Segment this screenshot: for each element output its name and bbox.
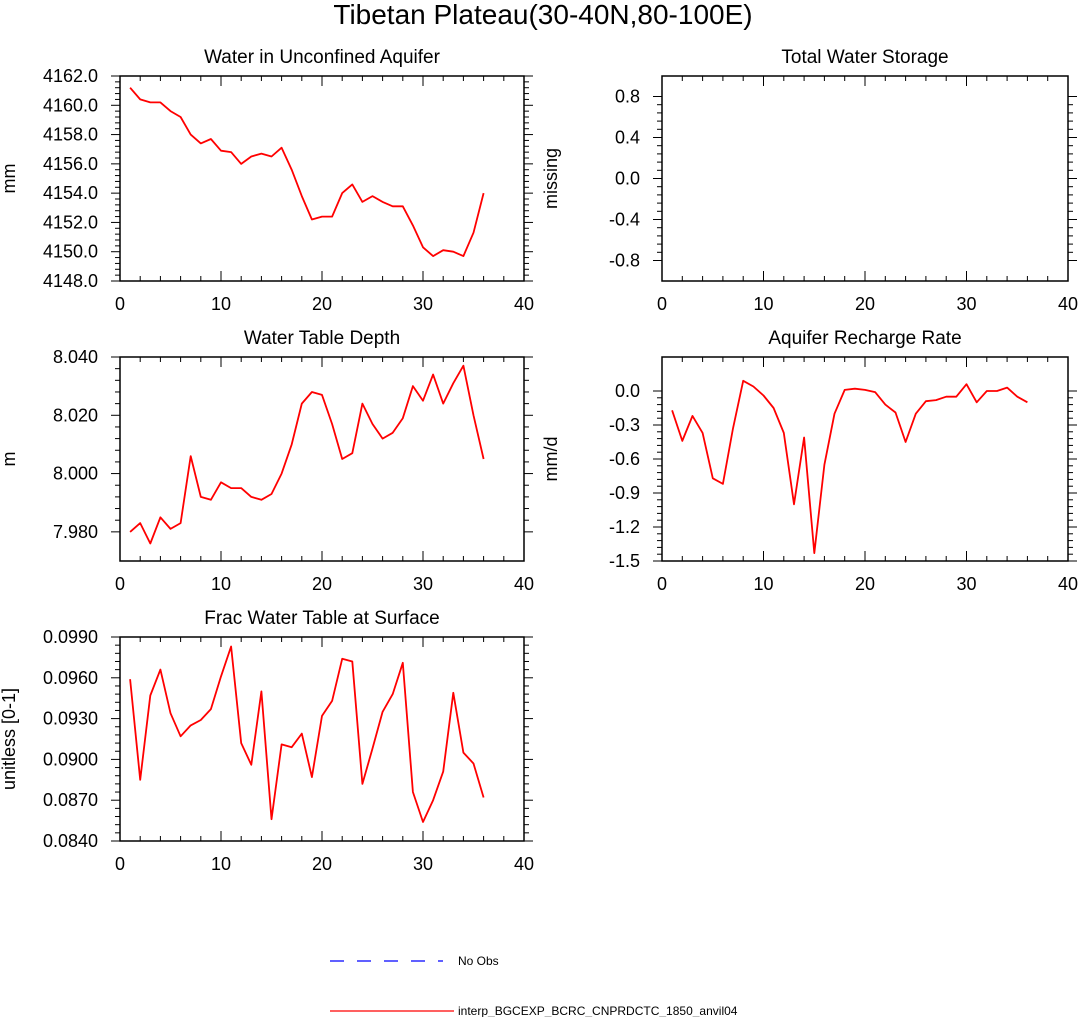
y-tick-label: -1.2: [609, 517, 640, 537]
x-tick-label: 10: [211, 854, 231, 874]
x-tick-label: 0: [657, 294, 667, 314]
chart-panel-2: Total Water Storage 0 10 20 30 40 -0.8 -0.4 0.0 0…: [541, 47, 1078, 314]
y-tick-label: 4160.0: [43, 95, 98, 115]
legend: No Obs interp_BGCEXP_BCRC_CNPRDCTC_1850_…: [330, 954, 738, 1017]
x-tick-label: 30: [413, 294, 433, 314]
y-tick-label: -0.8: [609, 251, 640, 271]
panel-title: Water Table Depth: [244, 328, 400, 349]
x-tick-label: 40: [514, 574, 534, 594]
x-tick-label: 20: [312, 854, 332, 874]
panel-title: Aquifer Recharge Rate: [768, 328, 961, 349]
chart-panel-4: Aquifer Recharge Rate 0 10 20 30 40 -1.5 -1.2 -0…: [541, 328, 1078, 594]
plot-frame: [119, 75, 525, 282]
panel-title: Frac Water Table at Surface: [204, 608, 440, 629]
y-tick-label: 0.0960: [43, 668, 98, 688]
y-tick-label: -0.4: [609, 210, 640, 230]
x-tick-label: 0: [115, 854, 125, 874]
y-tick-label: 0.0930: [43, 709, 98, 729]
figure-title: Tibetan Plateau(30-40N,80-100E): [333, 0, 752, 30]
y-tick-label: 4152.0: [43, 212, 98, 232]
chart-panel-3: Water Table Depth 0 10 20 30 40 7.980 8.000 8.02…: [0, 328, 534, 594]
y-axis-label: mm: [0, 164, 19, 194]
y-tick-label: 4148.0: [43, 271, 98, 291]
chart-panel-5: Frac Water Table at Surface 0 10 20 30 40 0.08…: [0, 608, 534, 874]
x-tick-label: 0: [657, 574, 667, 594]
x-tick-label: 0: [115, 574, 125, 594]
plot-frame: [119, 356, 525, 562]
y-tick-label: 4162.0: [43, 66, 98, 86]
y-tick-label: 0.0: [615, 381, 640, 401]
y-tick-label: -0.6: [609, 449, 640, 469]
plot-frame: [119, 636, 525, 842]
x-tick-label: 0: [115, 294, 125, 314]
y-axis-label: mm/d: [541, 437, 561, 482]
x-tick-label: 10: [753, 294, 773, 314]
y-tick-label: 0.0840: [43, 831, 98, 851]
x-tick-label: 40: [1058, 574, 1078, 594]
x-tick-label: 20: [855, 574, 875, 594]
y-tick-label: 0.0: [615, 169, 640, 189]
x-tick-label: 20: [312, 294, 332, 314]
x-tick-label: 10: [211, 294, 231, 314]
x-tick-label: 40: [514, 854, 534, 874]
y-tick-label: 0.4: [615, 128, 640, 148]
x-tick-label: 30: [956, 574, 976, 594]
y-tick-label: 4158.0: [43, 125, 98, 145]
y-axis-label: unitless [0-1]: [0, 688, 19, 790]
panels-group: Water in Unconfined Aquifer 0 10 20 30 40 4148…: [0, 47, 1078, 874]
x-tick-label: 30: [956, 294, 976, 314]
x-tick-label: 40: [1058, 294, 1078, 314]
x-tick-label: 20: [312, 574, 332, 594]
series-line-1: [671, 379, 1028, 554]
y-tick-label: -0.3: [609, 415, 640, 435]
y-axis-label: m: [0, 452, 19, 467]
x-tick-label: 30: [413, 574, 433, 594]
y-tick-label: 8.020: [53, 405, 98, 425]
y-tick-label: -0.9: [609, 483, 640, 503]
series-line-1: [129, 87, 485, 258]
y-tick-label: 0.0900: [43, 749, 98, 769]
y-tick-label: 4150.0: [43, 242, 98, 262]
chart-panel-1: Water in Unconfined Aquifer 0 10 20 30 40 4148…: [0, 47, 534, 314]
panel-title: Water in Unconfined Aquifer: [204, 47, 441, 68]
x-tick-label: 30: [413, 854, 433, 874]
x-tick-label: 20: [855, 294, 875, 314]
legend-label-model: interp_BGCEXP_BCRC_CNPRDCTC_1850_anvil04: [458, 1004, 738, 1017]
x-tick-label: 10: [753, 574, 773, 594]
panel-title: Total Water Storage: [781, 47, 948, 68]
legend-label-no-obs: No Obs: [458, 954, 499, 968]
plot-frame: [661, 75, 1069, 282]
y-tick-label: 8.000: [53, 464, 98, 484]
y-tick-label: 4154.0: [43, 183, 98, 203]
y-axis-label: missing: [541, 148, 561, 209]
y-tick-label: 0.0990: [43, 627, 98, 647]
y-tick-label: -1.5: [609, 551, 640, 571]
x-tick-label: 40: [514, 294, 534, 314]
series-line-1: [129, 645, 485, 823]
x-tick-label: 10: [211, 574, 231, 594]
y-tick-label: 0.0870: [43, 790, 98, 810]
series-line-1: [129, 364, 485, 545]
y-tick-label: 7.980: [53, 522, 98, 542]
y-tick-label: 0.8: [615, 87, 640, 107]
y-tick-label: 4156.0: [43, 154, 98, 174]
y-tick-label: 8.040: [53, 347, 98, 367]
